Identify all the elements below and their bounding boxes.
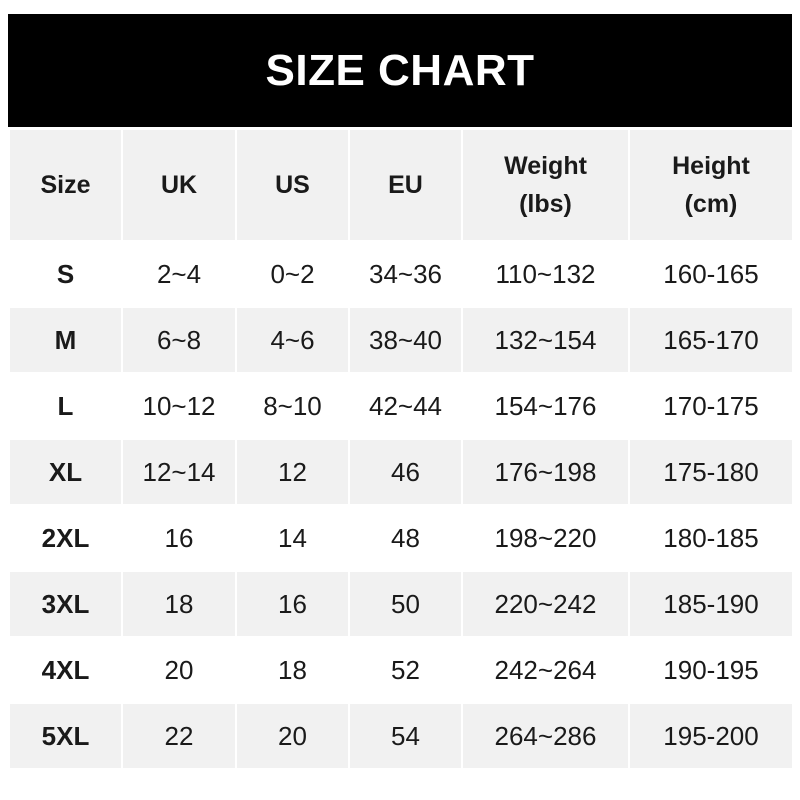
cell-height: 170-175: [628, 372, 794, 440]
cell-eu: 52: [348, 636, 463, 704]
cell-size: 3XL: [8, 570, 123, 638]
cell-us: 14: [235, 504, 350, 572]
cell-us: 18: [235, 636, 350, 704]
cell-us: 20: [235, 702, 350, 770]
column-header-eu: EU: [348, 128, 463, 242]
cell-weight: 132~154: [461, 306, 630, 374]
cell-us: 12: [235, 438, 350, 506]
header-row: Size UK US EU Weight (lbs) Height (cm): [8, 128, 794, 242]
cell-weight: 110~132: [461, 240, 630, 308]
cell-us: 16: [235, 570, 350, 638]
column-header-line: (cm): [684, 190, 738, 218]
column-header-line: Weight: [504, 152, 587, 180]
cell-eu: 46: [348, 438, 463, 506]
cell-size: 4XL: [8, 636, 123, 704]
cell-height: 190-195: [628, 636, 794, 704]
column-header-height: Height (cm): [628, 128, 794, 242]
cell-eu: 38~40: [348, 306, 463, 374]
cell-height: 165-170: [628, 306, 794, 374]
column-header-line: UK: [160, 171, 198, 199]
table-row: M 6~8 4~6 38~40 132~154 165-170: [8, 306, 794, 374]
table-row: 3XL 18 16 50 220~242 185-190: [8, 570, 794, 638]
cell-height: 180-185: [628, 504, 794, 572]
cell-eu: 48: [348, 504, 463, 572]
cell-weight: 198~220: [461, 504, 630, 572]
cell-eu: 42~44: [348, 372, 463, 440]
cell-size: M: [8, 306, 123, 374]
cell-uk: 18: [121, 570, 237, 638]
cell-eu: 54: [348, 702, 463, 770]
table-row: 5XL 22 20 54 264~286 195-200: [8, 702, 794, 770]
table-row: XL 12~14 12 46 176~198 175-180: [8, 438, 794, 506]
cell-uk: 10~12: [121, 372, 237, 440]
column-header-line: (lbs): [519, 190, 572, 218]
cell-uk: 6~8: [121, 306, 237, 374]
cell-weight: 176~198: [461, 438, 630, 506]
cell-uk: 22: [121, 702, 237, 770]
table-row: L 10~12 8~10 42~44 154~176 170-175: [8, 372, 794, 440]
column-header-us: US: [235, 128, 350, 242]
column-header-line: Size: [40, 171, 91, 199]
cell-weight: 264~286: [461, 702, 630, 770]
column-header-uk: UK: [121, 128, 237, 242]
cell-height: 185-190: [628, 570, 794, 638]
cell-weight: 220~242: [461, 570, 630, 638]
cell-eu: 50: [348, 570, 463, 638]
cell-size: S: [8, 240, 123, 308]
cell-height: 195-200: [628, 702, 794, 770]
table-row: 4XL 20 18 52 242~264 190-195: [8, 636, 794, 704]
cell-us: 8~10: [235, 372, 350, 440]
cell-height: 160-165: [628, 240, 794, 308]
cell-size: XL: [8, 438, 123, 506]
cell-eu: 34~36: [348, 240, 463, 308]
cell-size: L: [8, 372, 123, 440]
cell-uk: 16: [121, 504, 237, 572]
table-row: 2XL 16 14 48 198~220 180-185: [8, 504, 794, 572]
cell-size: 2XL: [8, 504, 123, 572]
cell-weight: 242~264: [461, 636, 630, 704]
cell-us: 4~6: [235, 306, 350, 374]
table-row: S 2~4 0~2 34~36 110~132 160-165: [8, 240, 794, 308]
column-header-size: Size: [8, 128, 123, 242]
cell-uk: 20: [121, 636, 237, 704]
cell-uk: 2~4: [121, 240, 237, 308]
cell-weight: 154~176: [461, 372, 630, 440]
cell-us: 0~2: [235, 240, 350, 308]
size-chart-title: SIZE CHART: [8, 14, 792, 127]
column-header-line: EU: [388, 171, 423, 199]
column-header-weight: Weight (lbs): [461, 128, 630, 242]
column-header-line: US: [275, 171, 310, 199]
size-chart-table: Size UK US EU Weight (lbs) Height (cm) S 2~4 0~2 3…: [8, 128, 794, 770]
cell-size: 5XL: [8, 702, 123, 770]
cell-uk: 12~14: [121, 438, 237, 506]
cell-height: 175-180: [628, 438, 794, 506]
column-header-line: Height: [672, 152, 750, 180]
